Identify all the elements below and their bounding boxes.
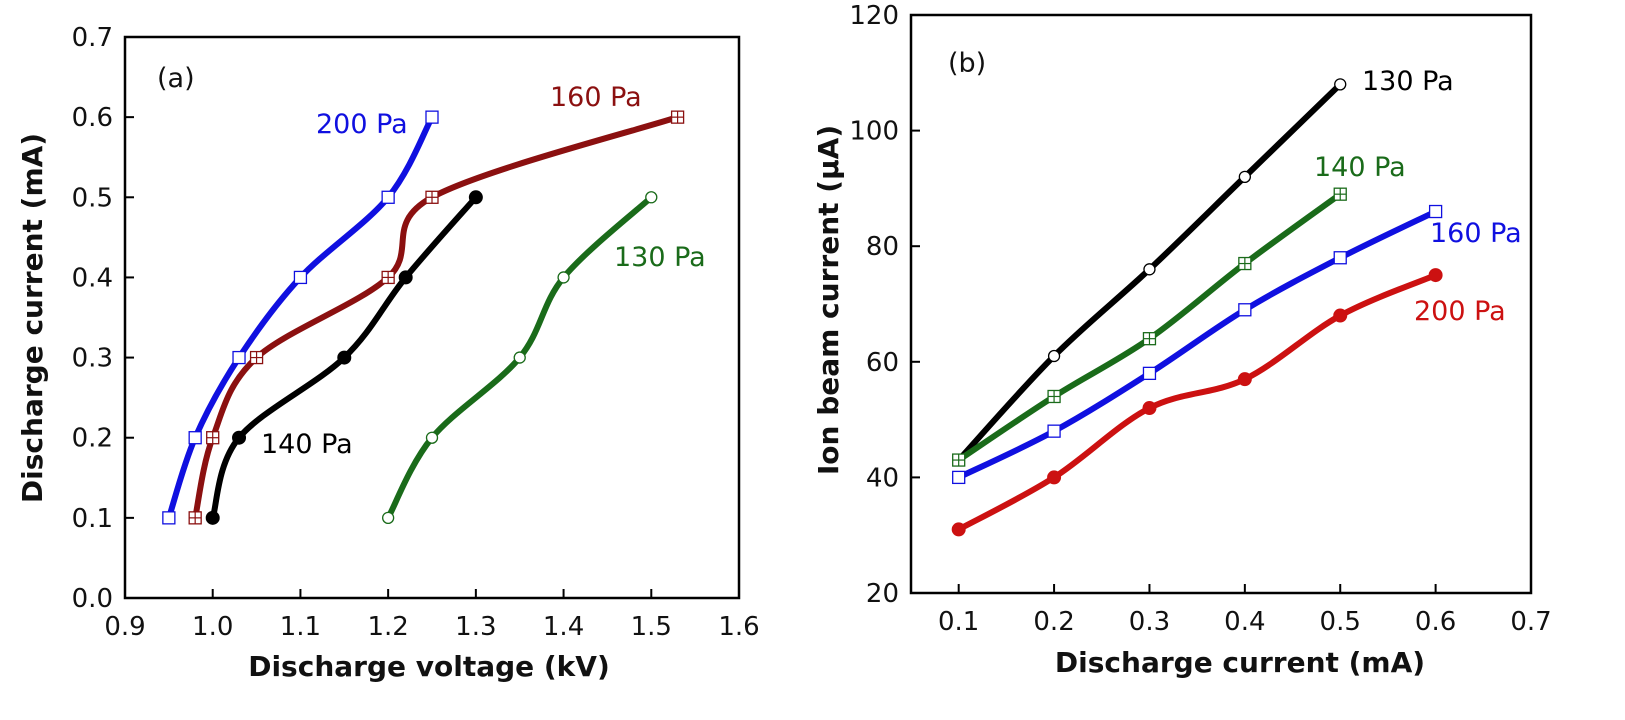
panel-b-x-tick-label: 0.2 xyxy=(1033,607,1074,637)
panel-a-data-point-160pa xyxy=(249,350,264,365)
panel-a-data-point-200pa xyxy=(232,350,246,365)
panel-a-y-tick-label: 0.4 xyxy=(72,263,113,293)
panel-a-data-point-160pa xyxy=(670,110,685,124)
panel-a-y-tick-label: 0.5 xyxy=(72,183,113,213)
panel-a-data-point-130pa xyxy=(425,431,439,444)
panel-a-y-tick-label: 0.6 xyxy=(72,103,113,133)
panel-a-series-label-130pa: 130 Pa xyxy=(614,242,706,273)
panel-b-ticks: 0.1 0.2 0.3 0.4 0.5 0.6 0.7 20 40 60 80 100 120 xyxy=(849,1,1551,637)
panel-b-series-label-130pa: 130 Pa xyxy=(1362,66,1454,97)
panel-a-x-tick-label: 1.4 xyxy=(543,612,584,642)
panel-b-data-point-160pa xyxy=(1333,251,1347,265)
panel-a-data-point-140pa xyxy=(398,270,413,285)
panel-b-data-point-130pa xyxy=(1143,263,1156,276)
panel-b-x-tick-label: 0.6 xyxy=(1415,607,1456,637)
panel-b-series-label-140pa: 140 Pa xyxy=(1314,152,1406,183)
panel-a-y-tick-label: 0.3 xyxy=(72,344,113,374)
panel-b-data-point-160pa xyxy=(1142,366,1157,381)
panel-b-data-point-200pa xyxy=(1237,372,1252,387)
panel-b-data-point-140pa xyxy=(952,453,966,467)
panel-b-series-line-160pa xyxy=(955,208,1439,481)
panel-a-x-tick-label: 1.1 xyxy=(280,612,321,642)
panel-a-y-tick-label: 0.2 xyxy=(72,424,113,454)
panel-a-data-point-160pa xyxy=(381,270,395,285)
panel-a-y-axis-label: Discharge current (mA) xyxy=(16,133,49,503)
panel-b-y-tick-label: 60 xyxy=(866,348,899,378)
panel-b-x-tick-label: 0.3 xyxy=(1129,607,1170,637)
panel-a-data-point-130pa xyxy=(513,351,526,364)
panel-b-y-tick-label: 120 xyxy=(849,1,899,31)
panel-a-ticks: 0.9 1.0 1.1 1.2 1.3 1.4 1.5 1.6 0.0 0.1 0.2 0.3 0.4 0… xyxy=(72,23,760,642)
panel-b-y-tick-label: 20 xyxy=(866,579,899,609)
panel-b-x-tick-label: 0.4 xyxy=(1224,607,1265,637)
panel-b-data-point-200pa xyxy=(951,522,966,537)
panel-b-series xyxy=(951,78,1443,537)
panel-a-data-point-200pa xyxy=(162,511,176,525)
panel-b-frame xyxy=(909,13,1533,595)
panel-a-y-tick-label: 0.1 xyxy=(72,504,113,534)
panel-b-x-axis-label: Discharge current (mA) xyxy=(1055,646,1425,679)
panel-a-data-point-140pa xyxy=(468,190,483,205)
panel-b-data-point-200pa xyxy=(1142,401,1157,416)
panel-a-x-tick-label: 1.0 xyxy=(192,612,233,642)
panel-b-data-point-200pa xyxy=(1428,268,1443,283)
panel-a-data-point-160pa xyxy=(425,190,439,204)
panel-a-data-point-200pa xyxy=(293,270,308,285)
panel-a-data-point-140pa xyxy=(205,510,220,525)
panel-a-series-label-160pa: 160 Pa xyxy=(550,82,642,113)
panel-b-series-line-200pa xyxy=(955,272,1439,533)
panel-b-data-point-160pa xyxy=(1047,424,1061,438)
panel-b-data-point-140pa xyxy=(1333,187,1347,201)
panel-b-data-point-130pa xyxy=(1238,170,1251,183)
panel-a-series-label-140pa: 140 Pa xyxy=(261,429,353,460)
panel-a-x-axis-label: Discharge voltage (kV) xyxy=(248,650,610,683)
panel-a-data-point-160pa xyxy=(188,511,202,525)
panel-a-x-tick-label: 1.5 xyxy=(631,612,672,642)
panel-a-data-point-140pa xyxy=(337,350,352,365)
panel-a-series-label-200pa: 200 Pa xyxy=(316,109,408,140)
panel-a-y-tick-label: 0.0 xyxy=(72,584,113,614)
panel-b-data-point-140pa xyxy=(1142,332,1157,346)
panel-a-x-tick-label: 1.3 xyxy=(455,612,496,642)
panel-a-data-point-200pa xyxy=(425,110,439,124)
panel-b-x-tick-label: 0.1 xyxy=(938,607,979,637)
panel-b-data-point-140pa xyxy=(1238,256,1252,271)
panel-b-y-tick-label: 100 xyxy=(849,117,899,147)
panel-b-data-point-140pa xyxy=(1047,389,1061,404)
panel-b-data-point-160pa xyxy=(952,470,966,485)
panel-b-y-axis-label: Ion beam current (µA) xyxy=(812,125,845,475)
panel-b-data-point-160pa xyxy=(1428,204,1443,219)
panel-a-frame xyxy=(123,35,741,600)
panel-a-chart: 0.9 1.0 1.1 1.2 1.3 1.4 1.5 1.6 0.0 0.1 0.2 0.3 0.4 0… xyxy=(16,23,760,683)
panel-a-x-tick-label: 1.6 xyxy=(718,612,759,642)
panel-b-x-tick-label: 0.5 xyxy=(1320,607,1361,637)
panel-b-data-point-200pa xyxy=(1047,470,1062,485)
panel-b-y-tick-label: 80 xyxy=(866,232,899,262)
panel-b-data-point-130pa xyxy=(1334,78,1347,91)
panel-a-data-point-140pa xyxy=(232,430,247,445)
panel-a-label: (a) xyxy=(157,63,195,94)
panel-b-series-line-140pa xyxy=(955,191,1344,464)
panel-b-data-point-200pa xyxy=(1333,308,1348,323)
panel-a-data-point-130pa xyxy=(557,271,570,284)
panel-b-data-point-160pa xyxy=(1238,303,1252,317)
panel-b-series-label-160pa: 160 Pa xyxy=(1430,218,1522,249)
panel-b-data-point-130pa xyxy=(1047,349,1061,363)
panel-b-label: (b) xyxy=(948,48,986,79)
panel-a-y-tick-label: 0.7 xyxy=(72,23,113,53)
panel-a-data-point-200pa xyxy=(381,190,395,204)
panel-a-data-point-160pa xyxy=(206,431,220,445)
panel-b-y-tick-label: 40 xyxy=(866,463,899,493)
panel-a-series xyxy=(162,110,685,525)
panel-a-x-tick-label: 0.9 xyxy=(104,612,145,642)
panel-a-data-point-130pa xyxy=(381,511,395,525)
panel-a-data-point-200pa xyxy=(188,431,202,445)
panel-b-x-tick-label: 0.7 xyxy=(1510,607,1551,637)
panel-a-data-point-130pa xyxy=(645,191,658,204)
panel-b-series-label-200pa: 200 Pa xyxy=(1414,296,1506,327)
panel-a-x-tick-label: 1.2 xyxy=(367,612,408,642)
